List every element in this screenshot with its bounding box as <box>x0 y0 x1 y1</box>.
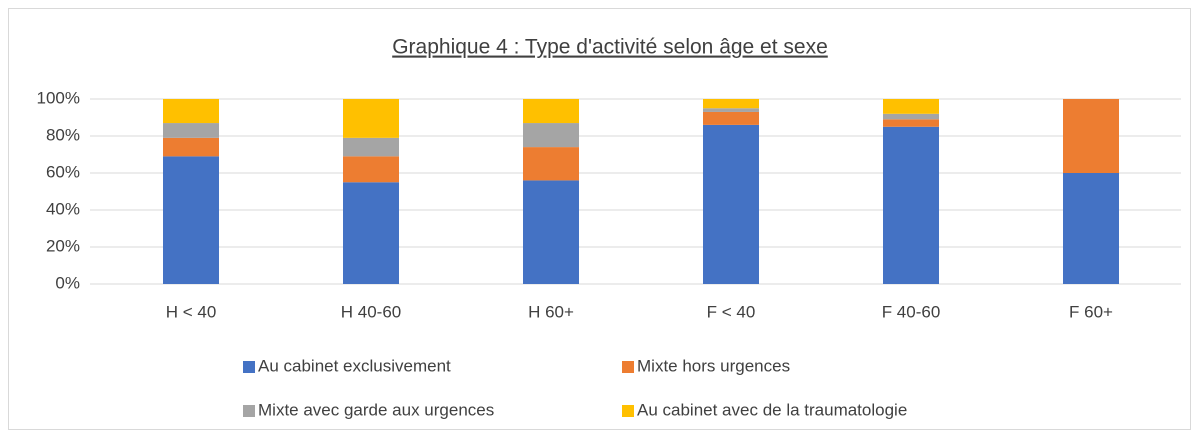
bar-segment <box>1063 99 1119 173</box>
bar-segment <box>883 99 939 114</box>
bar-segment <box>523 99 579 124</box>
y-tick-label: 60% <box>46 162 80 181</box>
bar-segment <box>883 119 939 127</box>
bar-segment <box>883 113 939 120</box>
legend-swatch <box>243 361 255 373</box>
y-tick-label: 80% <box>46 125 80 144</box>
x-tick-label: F < 40 <box>707 302 756 321</box>
bar-segment <box>523 180 579 284</box>
bar-segment <box>343 156 399 183</box>
legend-label: Au cabinet avec de la traumatologie <box>637 400 907 419</box>
y-tick-label: 40% <box>46 199 80 218</box>
bar-segment <box>163 137 219 157</box>
bar-segment <box>703 108 759 112</box>
y-tick-label: 0% <box>55 273 80 292</box>
x-tick-label: H 60+ <box>528 302 574 321</box>
x-tick-label: F 40-60 <box>882 302 941 321</box>
bar-segment <box>343 99 399 138</box>
x-tick-label: H < 40 <box>166 302 217 321</box>
bar-segment <box>883 126 939 284</box>
legend-swatch <box>243 405 255 417</box>
bar-segment <box>163 99 219 124</box>
y-tick-label: 20% <box>46 236 80 255</box>
legend-label: Mixte avec garde aux urgences <box>258 400 494 419</box>
bar-segment <box>703 124 759 285</box>
bar-segment <box>523 123 579 148</box>
x-tick-label: H 40-60 <box>341 302 401 321</box>
legend-swatch <box>622 361 634 373</box>
legend-label: Au cabinet exclusivement <box>258 356 451 375</box>
legend-swatch <box>622 405 634 417</box>
bar-segment <box>703 99 759 109</box>
bar-segment <box>703 111 759 125</box>
legend-label: Mixte hors urgences <box>637 356 790 375</box>
bar-segment <box>163 123 219 138</box>
bar-segment <box>523 147 579 181</box>
x-tick-label: F 60+ <box>1069 302 1113 321</box>
y-tick-label: 100% <box>37 88 80 107</box>
bar-segment <box>163 156 219 284</box>
bar-segment <box>1063 173 1119 284</box>
bar-segment <box>343 137 399 157</box>
bar-segment <box>343 182 399 284</box>
chart-title: Graphique 4 : Type d'activité selon âge … <box>392 36 828 59</box>
